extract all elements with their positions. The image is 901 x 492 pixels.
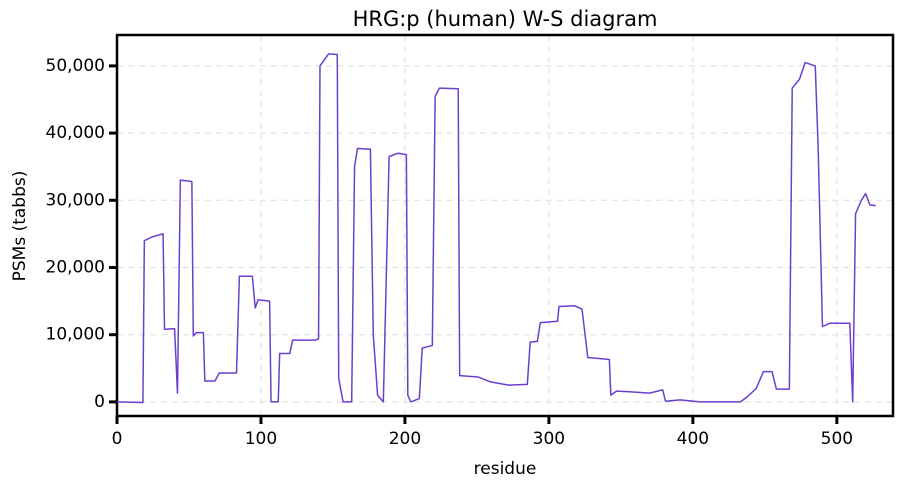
x-tick-label: 500 xyxy=(821,429,853,449)
x-tick-label: 300 xyxy=(533,429,565,449)
y-tick-label: 20,000 xyxy=(46,257,105,277)
x-axis-label: residue xyxy=(474,459,537,479)
data-line xyxy=(116,53,876,404)
x-tick-label: 400 xyxy=(677,429,709,449)
chart-title: HRG:p (human) W-S diagram xyxy=(353,7,658,31)
plot-frame xyxy=(115,33,895,418)
y-tick-label: 40,000 xyxy=(46,123,105,143)
y-tick-label: 50,000 xyxy=(46,56,105,76)
y-tick-label: 30,000 xyxy=(46,190,105,210)
y-axis-label: PSMs (tabbs) xyxy=(10,171,30,282)
x-tick-label: 0 xyxy=(112,429,123,449)
y-tick-label: 0 xyxy=(94,392,105,412)
y-tick-label: 10,000 xyxy=(46,325,105,345)
x-tick-label: 200 xyxy=(389,429,421,449)
x-tick-label: 100 xyxy=(245,429,277,449)
